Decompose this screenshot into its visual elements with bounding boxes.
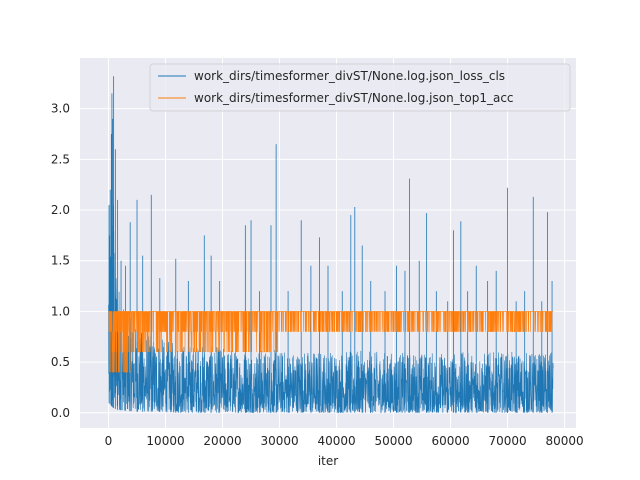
- legend-box: [149, 63, 571, 112]
- loss-cls-trace: [108, 205, 554, 414]
- legend-entry-loss-cls: work_dirs/timesformer_divST/None.log.jso…: [194, 69, 505, 83]
- y-tick-label: 1.0: [51, 304, 70, 318]
- y-tick-label: 2.5: [51, 152, 70, 166]
- y-tick-label: 0.0: [51, 406, 70, 420]
- x-axis-label: iter: [318, 454, 338, 468]
- series-top1-acc: [108, 311, 554, 373]
- x-tick-label: 80000: [546, 434, 584, 448]
- x-tick-label: 30000: [260, 434, 298, 448]
- x-tick-label: 10000: [146, 434, 184, 448]
- y-tick-label: 1.5: [51, 254, 70, 268]
- x-tick-label: 50000: [374, 434, 412, 448]
- legend: work_dirs/timesformer_divST/None.log.jso…: [149, 63, 571, 112]
- x-axis-ticks: 0 10000 20000 30000 40000 50000 60000 70000 8000…: [105, 434, 584, 448]
- x-tick-label: 60000: [431, 434, 469, 448]
- top1-acc-trace: [108, 311, 554, 373]
- x-tick-label: 40000: [317, 434, 355, 448]
- y-tick-label: 0.5: [51, 355, 70, 369]
- x-tick-label: 0: [105, 434, 113, 448]
- y-axis-ticks: 0.0 0.5 1.0 1.5 2.0 2.5 3.0: [51, 102, 70, 420]
- x-tick-label: 20000: [203, 434, 241, 448]
- y-tick-label: 3.0: [51, 102, 70, 116]
- y-tick-label: 2.0: [51, 203, 70, 217]
- x-tick-label: 70000: [488, 434, 526, 448]
- legend-entry-top1-acc: work_dirs/timesformer_divST/None.log.jso…: [194, 91, 514, 105]
